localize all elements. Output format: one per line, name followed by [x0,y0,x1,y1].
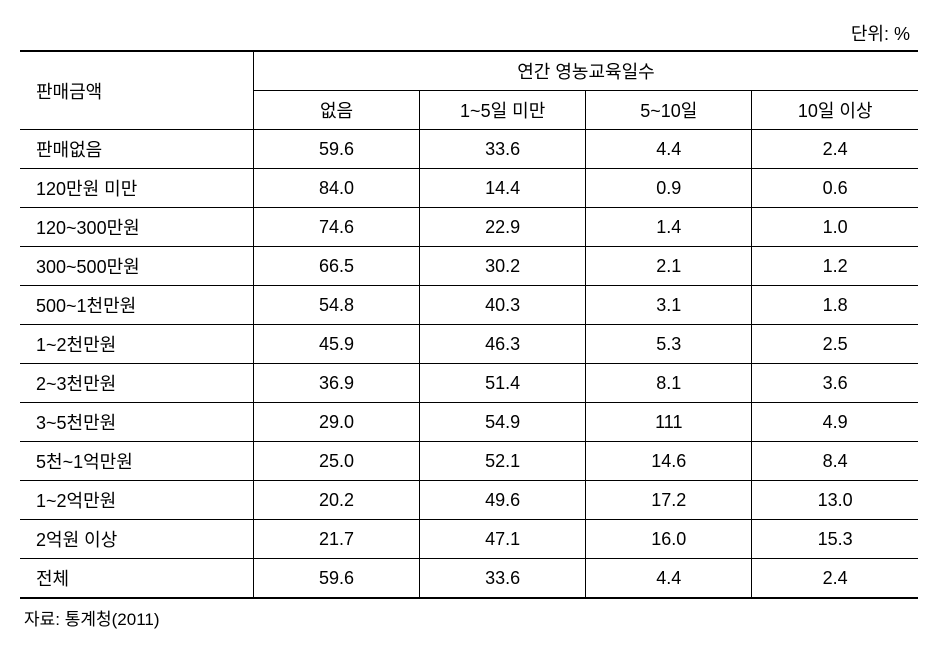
row-label: 300~500만원 [20,247,253,286]
cell-value: 13.0 [752,481,918,520]
row-label: 2~3천만원 [20,364,253,403]
cell-value: 2.5 [752,325,918,364]
cell-value: 30.2 [420,247,586,286]
header-col-0: 없음 [253,91,419,130]
cell-value: 1.4 [586,208,752,247]
cell-value: 1.0 [752,208,918,247]
cell-value: 3.1 [586,286,752,325]
data-table: 판매금액 연간 영농교육일수 없음 1~5일 미만 5~10일 10일 이상 판… [20,50,918,599]
cell-value: 2.4 [752,130,918,169]
cell-value: 45.9 [253,325,419,364]
table-row: 2억원 이상21.747.116.015.3 [20,520,918,559]
header-col-2: 5~10일 [586,91,752,130]
cell-value: 29.0 [253,403,419,442]
cell-value: 4.4 [586,559,752,599]
table-row: 1~2억만원20.249.617.213.0 [20,481,918,520]
cell-value: 46.3 [420,325,586,364]
source-label: 자료: 통계청(2011) [20,605,918,630]
cell-value: 22.9 [420,208,586,247]
row-label: 1~2억만원 [20,481,253,520]
cell-value: 14.6 [586,442,752,481]
cell-value: 14.4 [420,169,586,208]
cell-value: 4.9 [752,403,918,442]
header-group: 연간 영농교육일수 [253,51,918,91]
table-row: 5천~1억만원25.052.114.68.4 [20,442,918,481]
table-body: 판매없음59.633.64.42.4120만원 미만84.014.40.90.6… [20,130,918,599]
row-label: 판매없음 [20,130,253,169]
table-row: 전체59.633.64.42.4 [20,559,918,599]
row-label: 2억원 이상 [20,520,253,559]
cell-value: 1.2 [752,247,918,286]
table-row: 300~500만원66.530.22.11.2 [20,247,918,286]
cell-value: 84.0 [253,169,419,208]
cell-value: 1.8 [752,286,918,325]
table-row: 120~300만원74.622.91.41.0 [20,208,918,247]
cell-value: 2.4 [752,559,918,599]
cell-value: 33.6 [420,130,586,169]
cell-value: 0.6 [752,169,918,208]
cell-value: 0.9 [586,169,752,208]
unit-label: 단위: % [20,20,918,46]
header-row-label: 판매금액 [20,51,253,130]
cell-value: 66.5 [253,247,419,286]
cell-value: 40.3 [420,286,586,325]
cell-value: 111 [586,403,752,442]
table-container: 단위: % 판매금액 연간 영농교육일수 없음 1~5일 미만 5~10일 10… [20,20,918,630]
table-row: 3~5천만원29.054.91114.9 [20,403,918,442]
row-label: 3~5천만원 [20,403,253,442]
table-row: 1~2천만원45.946.35.32.5 [20,325,918,364]
row-label: 5천~1억만원 [20,442,253,481]
cell-value: 21.7 [253,520,419,559]
cell-value: 59.6 [253,130,419,169]
header-col-1: 1~5일 미만 [420,91,586,130]
table-row: 120만원 미만84.014.40.90.6 [20,169,918,208]
cell-value: 74.6 [253,208,419,247]
header-col-3: 10일 이상 [752,91,918,130]
row-label: 120만원 미만 [20,169,253,208]
row-label: 500~1천만원 [20,286,253,325]
table-row: 500~1천만원54.840.33.11.8 [20,286,918,325]
cell-value: 2.1 [586,247,752,286]
cell-value: 47.1 [420,520,586,559]
cell-value: 25.0 [253,442,419,481]
row-label: 120~300만원 [20,208,253,247]
cell-value: 49.6 [420,481,586,520]
row-label: 전체 [20,559,253,599]
cell-value: 3.6 [752,364,918,403]
table-row: 2~3천만원36.951.48.13.6 [20,364,918,403]
table-header: 판매금액 연간 영농교육일수 없음 1~5일 미만 5~10일 10일 이상 [20,51,918,130]
cell-value: 8.4 [752,442,918,481]
cell-value: 5.3 [586,325,752,364]
cell-value: 4.4 [586,130,752,169]
cell-value: 8.1 [586,364,752,403]
cell-value: 33.6 [420,559,586,599]
row-label: 1~2천만원 [20,325,253,364]
cell-value: 15.3 [752,520,918,559]
cell-value: 36.9 [253,364,419,403]
cell-value: 52.1 [420,442,586,481]
cell-value: 54.8 [253,286,419,325]
cell-value: 16.0 [586,520,752,559]
cell-value: 17.2 [586,481,752,520]
table-row: 판매없음59.633.64.42.4 [20,130,918,169]
cell-value: 54.9 [420,403,586,442]
cell-value: 51.4 [420,364,586,403]
cell-value: 20.2 [253,481,419,520]
cell-value: 59.6 [253,559,419,599]
